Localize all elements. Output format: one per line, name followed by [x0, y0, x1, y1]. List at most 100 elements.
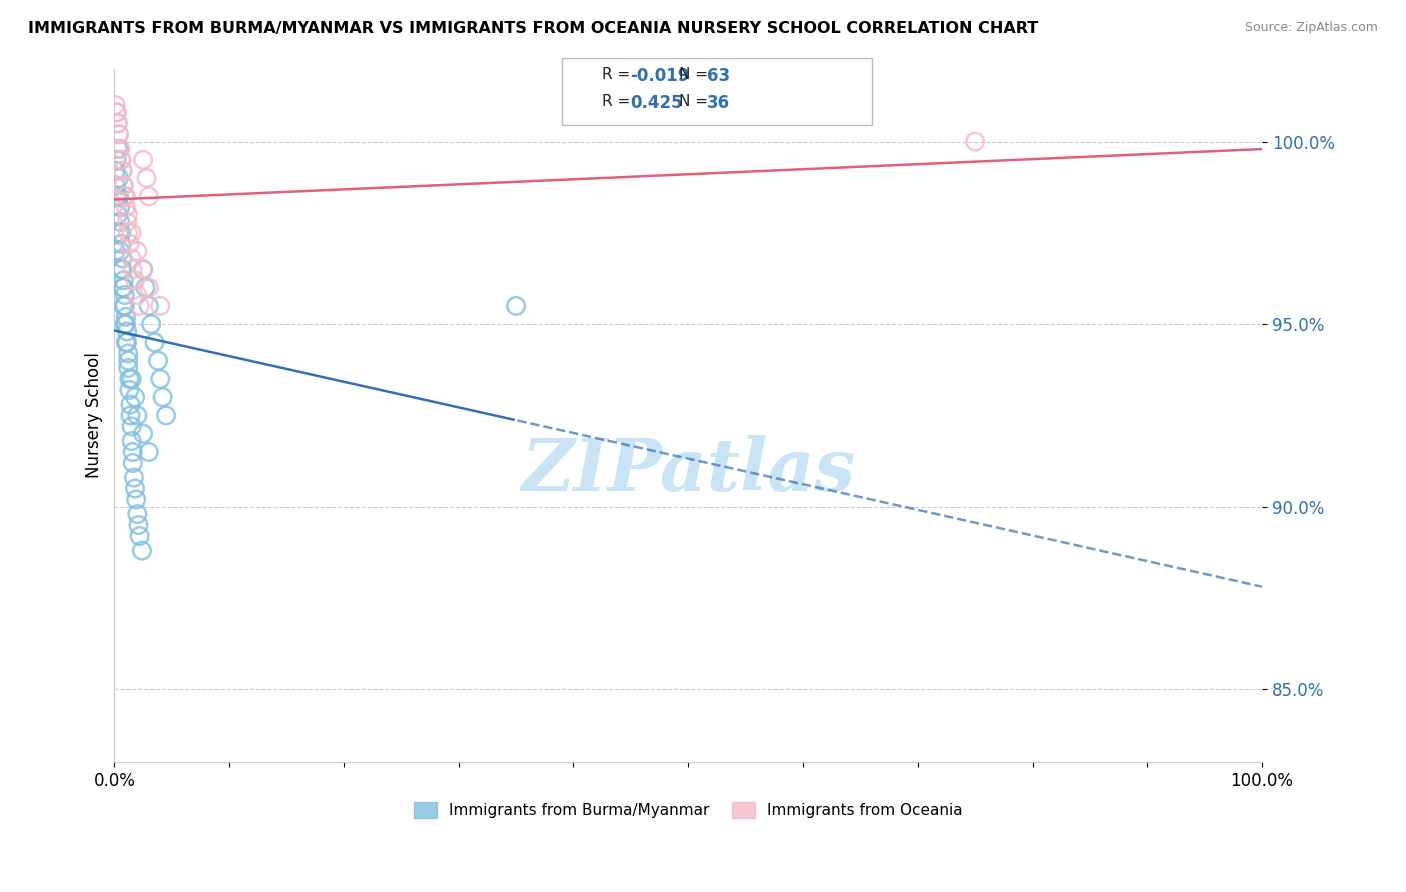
Text: Source: ZipAtlas.com: Source: ZipAtlas.com	[1244, 21, 1378, 34]
Point	[118, 383, 141, 397]
Point	[117, 361, 139, 376]
Point	[121, 456, 143, 470]
Point	[120, 397, 142, 411]
Point	[104, 98, 127, 112]
Point	[114, 299, 136, 313]
Point	[149, 372, 172, 386]
Point	[138, 299, 160, 313]
Point	[107, 142, 129, 156]
Text: -0.019: -0.019	[630, 67, 689, 85]
Point	[108, 171, 131, 186]
Text: 0.425: 0.425	[630, 94, 682, 112]
Point	[121, 445, 143, 459]
Point	[112, 178, 135, 193]
Point	[149, 299, 172, 313]
Legend: Immigrants from Burma/Myanmar, Immigrants from Oceania: Immigrants from Burma/Myanmar, Immigrant…	[408, 796, 969, 824]
Point	[107, 116, 129, 130]
Point	[128, 529, 150, 543]
Point	[114, 189, 136, 203]
Point	[127, 244, 149, 259]
Point	[110, 236, 132, 251]
Point	[138, 445, 160, 459]
Point	[146, 353, 169, 368]
Text: R =: R =	[602, 67, 636, 82]
Point	[127, 507, 149, 521]
Point	[115, 335, 138, 350]
Text: N =: N =	[679, 67, 713, 82]
Point	[108, 244, 131, 259]
Point	[114, 288, 136, 302]
Point	[127, 288, 149, 302]
Point	[965, 135, 987, 149]
Point	[132, 262, 155, 277]
Point	[124, 390, 146, 404]
Point	[115, 335, 138, 350]
Point	[117, 208, 139, 222]
Point	[108, 215, 131, 229]
Point	[115, 200, 138, 214]
Point	[111, 262, 134, 277]
Point	[110, 226, 132, 240]
Point	[139, 317, 162, 331]
Point	[134, 280, 156, 294]
Point	[131, 543, 153, 558]
Point	[105, 153, 128, 167]
Point	[115, 215, 138, 229]
Point	[111, 163, 134, 178]
Point	[114, 317, 136, 331]
Point	[104, 244, 127, 259]
Text: IMMIGRANTS FROM BURMA/MYANMAR VS IMMIGRANTS FROM OCEANIA NURSERY SCHOOL CORRELAT: IMMIGRANTS FROM BURMA/MYANMAR VS IMMIGRA…	[28, 21, 1039, 36]
Point	[105, 189, 128, 203]
Point	[105, 105, 128, 120]
Point	[128, 299, 150, 313]
Point	[128, 518, 150, 533]
Point	[121, 252, 143, 266]
Point	[132, 262, 155, 277]
Point	[108, 226, 131, 240]
Text: R =: R =	[602, 94, 636, 109]
Point	[138, 189, 160, 203]
Point	[108, 142, 131, 156]
Text: ZIPatlas: ZIPatlas	[522, 435, 855, 507]
Point	[112, 280, 135, 294]
Point	[117, 353, 139, 368]
Point	[112, 299, 135, 313]
Point	[132, 426, 155, 441]
Text: 36: 36	[707, 94, 730, 112]
Point	[505, 299, 527, 313]
Point	[111, 252, 134, 266]
Point	[118, 236, 141, 251]
Point	[132, 153, 155, 167]
Point	[112, 178, 135, 193]
Point	[115, 189, 138, 203]
Point	[138, 280, 160, 294]
Y-axis label: Nursery School: Nursery School	[86, 352, 103, 478]
Point	[117, 346, 139, 360]
Point	[104, 163, 127, 178]
Point	[110, 153, 132, 167]
Point	[104, 178, 127, 193]
Point	[120, 409, 142, 423]
Point	[110, 153, 132, 167]
Point	[135, 171, 157, 186]
Point	[127, 409, 149, 423]
Point	[112, 273, 135, 287]
Point	[125, 492, 148, 507]
Point	[124, 273, 146, 287]
Point	[117, 226, 139, 240]
Point	[107, 116, 129, 130]
Point	[105, 105, 128, 120]
Point	[152, 390, 174, 404]
Point	[111, 280, 134, 294]
Point	[124, 482, 146, 496]
Point	[108, 189, 131, 203]
Text: N =: N =	[679, 94, 713, 109]
Point	[110, 262, 132, 277]
Point	[115, 325, 138, 339]
Point	[121, 434, 143, 448]
Point	[121, 262, 143, 277]
Point	[118, 372, 141, 386]
Point	[108, 142, 131, 156]
Point	[108, 128, 131, 142]
Point	[121, 226, 143, 240]
